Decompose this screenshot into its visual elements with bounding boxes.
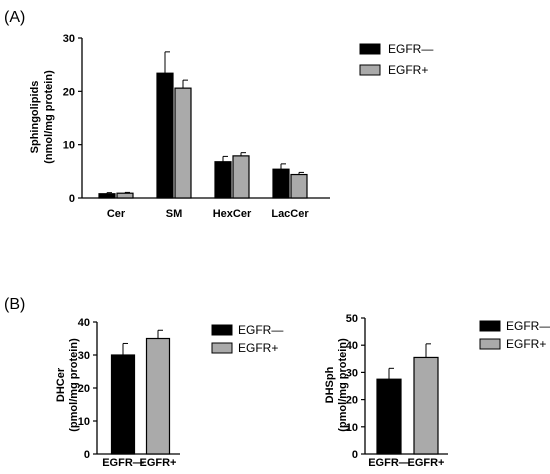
chart-a-category-label: Cer [107, 208, 126, 220]
chart-c-ylabel-line1: DHSph [324, 366, 336, 403]
chart-c-legend-swatch-1 [479, 320, 501, 332]
chart-a-bar [290, 173, 308, 199]
chart-b-ytick-label: 0 [84, 449, 90, 461]
chart-a-legend-swatch-2 [359, 64, 381, 76]
chart-c-ytick-label: 20 [346, 395, 358, 407]
chart-b-ytick-label: 40 [78, 317, 90, 329]
chart-a-plot: 0 10 20 30 Cer SM HexCer LacCer [63, 33, 330, 220]
chart-c-ytick-label: 50 [346, 313, 358, 325]
chart-b-legend-label-2: EGFR+ [238, 341, 278, 355]
chart-b-plot: 0 10 20 30 40 EGFR—EGFR+ [78, 317, 180, 469]
chart-c-legend: EGFR— EGFR+ [479, 319, 550, 351]
chart-a-legend-label-1: EGFR— [388, 42, 433, 56]
chart-c-ytick-label: 30 [346, 367, 358, 379]
chart-a-bar [98, 193, 116, 199]
chart-b-legend-label-1: EGFR— [238, 323, 283, 337]
chart-a-ylabel-line2: (nmol/mg protein) [43, 70, 55, 164]
chart-a-category-label: SM [166, 208, 183, 220]
chart-b-ylabel-line2: (pmol/mg protein) [68, 338, 80, 432]
chart-b-legend: EGFR— EGFR+ [211, 323, 283, 355]
chart-c-ylabel: DHSph (pmol/mg protein) [324, 338, 349, 432]
chart-a-ylabel: Sphingolipids (nmol/mg protein) [29, 70, 55, 164]
chart-b-legend-swatch-2 [211, 342, 233, 354]
chart-a-bar [272, 168, 290, 199]
chart-b-category-label: EGFR+ [140, 457, 177, 469]
chart-a-category-label: HexCer [213, 208, 252, 220]
chart-c-ytick-label: 40 [346, 340, 358, 352]
chart-a-bar [156, 72, 174, 199]
panel-label-a: (A) [4, 9, 25, 26]
chart-a-ylabel-line1: Sphingolipids [29, 81, 41, 154]
chart-a-legend: EGFR— EGFR+ [359, 42, 433, 77]
chart-c-ylabel-line2: (pmol/mg protein) [337, 338, 349, 432]
chart-b-ytick-label: 30 [78, 350, 90, 362]
chart-b-ylabel: DHCer (pmol/mg protein) [55, 338, 80, 432]
chart-c-legend-label-2: EGFR+ [506, 337, 546, 351]
chart-c-bar [376, 378, 402, 455]
chart-a-bar [116, 192, 134, 199]
chart-a-bar [232, 155, 250, 199]
chart-a-ytick-label: 20 [63, 86, 75, 98]
panel-label-b: (B) [4, 296, 25, 313]
chart-a-bar [174, 87, 192, 199]
chart-b-ytick-label: 10 [78, 416, 90, 428]
chart-a-category-label: LacCer [271, 208, 309, 220]
chart-b-bar [145, 337, 171, 455]
chart-c-legend-label-1: EGFR— [506, 319, 550, 333]
chart-b-legend-swatch-1 [211, 324, 233, 336]
chart-b-bar [110, 354, 136, 455]
chart-a-ytick-label: 30 [63, 33, 75, 45]
chart-c-plot: 0 10 20 30 40 50 EGFR—EGFR+ [346, 313, 448, 469]
chart-a-ytick-label: 10 [63, 140, 75, 152]
chart-c-category-label: EGFR— [368, 457, 410, 469]
chart-c-category-label: EGFR+ [408, 457, 445, 469]
chart-b-category-label: EGFR— [102, 457, 144, 469]
chart-b-ylabel-line1: DHCer [55, 367, 67, 402]
chart-c-bar [413, 356, 439, 455]
chart-c-ytick-label: 0 [352, 449, 358, 461]
chart-a-bar [214, 161, 232, 199]
chart-a-legend-swatch-1 [359, 43, 381, 55]
chart-b-ytick-label: 20 [78, 383, 90, 395]
chart-c-legend-swatch-2 [479, 338, 501, 350]
chart-c-ytick-label: 10 [346, 422, 358, 434]
chart-a-ytick-label: 0 [69, 193, 75, 205]
chart-a-legend-label-2: EGFR+ [388, 63, 428, 77]
